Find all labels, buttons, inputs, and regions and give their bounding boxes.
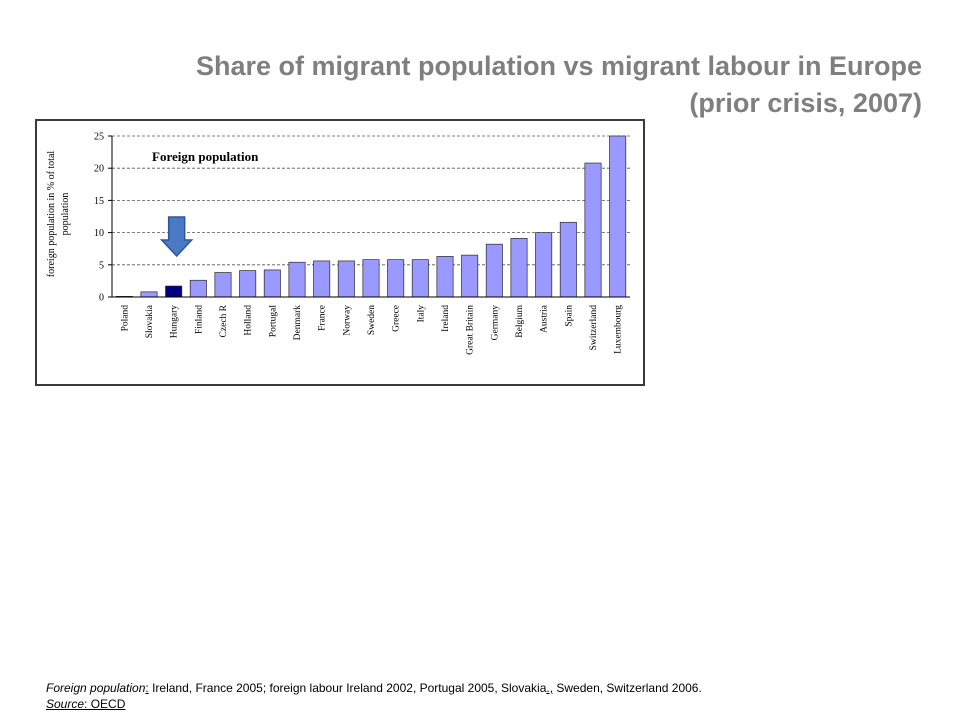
bar-norway [337, 260, 355, 298]
footnote: Foreign population: Ireland, France 2005… [46, 680, 926, 712]
bar-luxembourg [609, 135, 627, 298]
bar-sweden [362, 259, 380, 298]
x-tick-label: France [318, 305, 328, 331]
highlight-arrow-icon [159, 216, 194, 258]
bar-great-britain [461, 254, 479, 298]
y-tick-label: 0 [99, 293, 104, 304]
bar-hungary [165, 285, 183, 298]
x-tick-label: Norway [342, 305, 352, 336]
axis-layer: 0 5 10 15 20 25 Poland Slovakia Hungary Finland Cz… [94, 132, 630, 355]
bar-spain [559, 221, 577, 298]
bar-austria [535, 232, 553, 298]
x-tick-label: Great Britain [466, 305, 476, 355]
foreign-population-chart: 0 5 10 15 20 25 Poland Slovakia Hungary Finland Cz… [46, 132, 630, 355]
chart-frame: 0 5 10 15 20 25 Poland Slovakia Hungary Finland Cz… [35, 119, 645, 386]
source-value: : OECD [84, 697, 126, 711]
bar-slovakia [140, 291, 158, 298]
y-tick-label: 10 [94, 228, 104, 239]
y-axis-label-line-1: foreign population in % of total [46, 151, 57, 278]
x-tick-label: Denmark [293, 305, 303, 341]
arrow-shape [159, 216, 194, 258]
source-line: Source: OECD [46, 696, 926, 712]
bar-germany [485, 243, 503, 298]
chart-title: Foreign population [152, 149, 259, 164]
x-tick-label: Belgium [515, 304, 525, 337]
x-tick-label: Austria [540, 304, 550, 333]
x-tick-label: Portugal [268, 305, 278, 338]
x-tick-label: Switzerland [589, 305, 599, 351]
footnote-text-3: Sweden, Switzerland 2006. [553, 681, 702, 695]
bar-finland [189, 279, 207, 298]
x-tick-label: Germany [490, 305, 500, 341]
bar-ireland [436, 256, 454, 298]
title-line-2: (prior crisis, 2007) [689, 88, 922, 118]
x-tick-label: Czech R [219, 304, 229, 337]
x-tick-label: Finland [194, 305, 204, 334]
bar-switzerland [584, 162, 602, 298]
bar-denmark [288, 261, 306, 298]
bar-holland [239, 270, 257, 298]
footnote-punct: ., [546, 681, 554, 695]
bar-belgium [510, 238, 528, 298]
footnote-text-1: Ireland, France 2005 [148, 681, 263, 695]
title-line-1: Share of migrant population vs migrant l… [195, 51, 922, 81]
x-tick-label: Greece [392, 305, 402, 332]
footnote-label: Foreign population [46, 681, 146, 695]
x-tick-label: Hungary [170, 305, 180, 338]
y-tick-label: 25 [94, 132, 104, 143]
y-tick-label: 5 [99, 260, 104, 271]
y-tick-label: 15 [94, 196, 104, 207]
bar-czech-r [214, 272, 232, 298]
source-label: Source [46, 697, 85, 711]
footnote-colon: : [145, 681, 149, 695]
bar-greece [387, 259, 405, 298]
x-tick-label: Spain [564, 305, 574, 327]
slide-title: Share of migrant population vs migrant l… [40, 48, 922, 122]
footnote-semicolon: ; [262, 681, 267, 695]
footnote-line: Foreign population: Ireland, France 2005… [46, 680, 926, 696]
x-tick-label: Ireland [441, 305, 451, 332]
x-tick-label: Sweden [367, 305, 377, 335]
x-tick-label: Slovakia [145, 304, 155, 338]
footnote-text-2: foreign labour Ireland 2002, Portugal 20… [266, 681, 547, 695]
bar-italy [411, 259, 429, 298]
bar-france [313, 260, 331, 298]
bars-layer [115, 135, 627, 298]
x-tick-label: Italy [416, 305, 426, 323]
y-axis-label-line-2: population [60, 193, 71, 236]
y-tick-label: 20 [94, 164, 104, 175]
x-tick-label: Poland [120, 305, 130, 332]
x-tick-label: Holland [244, 305, 254, 336]
bar-portugal [263, 269, 281, 298]
x-tick-label: Luxembourg [614, 305, 624, 354]
